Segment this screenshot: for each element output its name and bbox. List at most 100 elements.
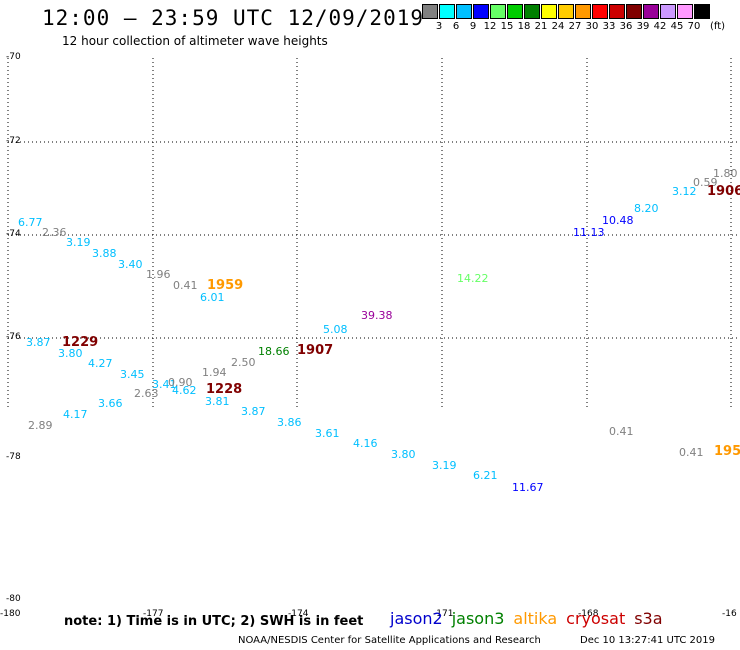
wave-height-label: 3.87 [26, 336, 51, 349]
color-swatch [524, 4, 540, 19]
wave-height-label: 5.08 [323, 323, 348, 336]
wave-height-label: 3.88 [92, 247, 117, 260]
lat-label: -70 [6, 52, 21, 62]
color-swatch [694, 4, 710, 19]
footer-timestamp: Dec 10 13:27:41 UTC 2019 [580, 635, 715, 646]
footer-note: note: 1) Time is in UTC; 2) SWH is in fe… [64, 614, 364, 629]
map-subtitle: 12 hour collection of altimeter wave hei… [62, 34, 328, 48]
color-scale-label: 6 [452, 21, 460, 32]
footer-credit: NOAA/NESDIS Center for Satellite Applica… [238, 635, 541, 646]
color-swatch [677, 4, 693, 19]
wave-height-label: 3.81 [205, 395, 230, 408]
wave-height-label: 3.19 [432, 459, 457, 472]
pass-time-label: 1906 [707, 184, 740, 199]
color-swatch [473, 4, 489, 19]
lat-label: -72 [6, 136, 21, 146]
satellite-legend: jason2 jason3 altika cryosat s3a [390, 609, 672, 628]
wave-height-label: 0.59 [693, 176, 718, 189]
wave-height-label: 0.90 [168, 376, 193, 389]
wave-height-label: 1.96 [146, 268, 171, 281]
wave-height-label: 3.45 [120, 368, 145, 381]
wave-height-label: 3.80 [58, 347, 83, 360]
color-swatch [660, 4, 676, 19]
color-swatch [439, 4, 455, 19]
color-scale-label: 3 [435, 21, 443, 32]
color-swatch [541, 4, 557, 19]
color-scale-label: 9 [469, 21, 477, 32]
wave-height-label: 39.38 [361, 309, 393, 322]
color-scale-label: 42 [653, 21, 667, 32]
wave-height-label: 2.36 [42, 226, 67, 239]
lat-label: -80 [6, 594, 21, 604]
lon-label: -168 [578, 609, 599, 619]
lon-label: -180 [0, 609, 21, 619]
color-scale-label: 33 [602, 21, 616, 32]
lat-label: -78 [6, 452, 21, 462]
legend-s3a: s3a [634, 609, 663, 628]
wave-height-label: 2.89 [28, 419, 53, 432]
color-scale-label: 70 [687, 21, 701, 32]
wave-height-label: 0.41 [679, 446, 704, 459]
color-scale-label: 36 [619, 21, 633, 32]
wave-height-label: 3.66 [98, 397, 123, 410]
wave-height-label: 4.17 [63, 408, 88, 421]
wave-height-label: 4.62 [172, 384, 197, 397]
color-scale-label: 18 [517, 21, 531, 32]
color-scale-label: 24 [551, 21, 565, 32]
wave-height-label: 2.50 [231, 356, 256, 369]
legend-cryosat: cryosat [566, 609, 626, 628]
wave-height-label: 6.77 [18, 216, 43, 229]
color-scale-unit: (ft) [710, 21, 726, 32]
map-title: 12:00 – 23:59 UTC 12/09/2019 [42, 6, 425, 30]
lon-label: -177 [143, 609, 164, 619]
color-swatch [422, 4, 438, 19]
wave-height-label: 3.40 [118, 258, 143, 271]
wave-height-label: 3.12 [672, 185, 697, 198]
wave-height-label: 0.41 [173, 279, 198, 292]
wave-height-label: 1.80 [713, 167, 738, 180]
lon-label: -16 [722, 609, 737, 619]
color-scale-label: 27 [568, 21, 582, 32]
color-scale [422, 4, 711, 19]
color-scale-labels: 3 6 9 12 15 18 21 24 27 30 33 36 39 42 45 70 [422, 21, 740, 35]
color-scale-label: 30 [585, 21, 599, 32]
lon-label: -174 [288, 609, 309, 619]
lat-label: -74 [6, 229, 21, 239]
lat-label: -76 [6, 332, 21, 342]
wave-height-label: 10.48 [602, 214, 634, 227]
color-swatch [609, 4, 625, 19]
wave-height-label: 3.41 [152, 378, 177, 391]
wave-height-label: 6.21 [473, 469, 498, 482]
legend-altika: altika [513, 609, 558, 628]
wave-height-label: 0.41 [609, 425, 634, 438]
color-scale-label: 39 [636, 21, 650, 32]
wave-height-label: 11.67 [512, 481, 544, 494]
wave-height-label: 3.61 [315, 427, 340, 440]
wave-height-label: 18.66 [258, 345, 290, 358]
pass-time-label: 1229 [62, 335, 99, 350]
wave-height-label: 3.19 [66, 236, 91, 249]
color-swatch [507, 4, 523, 19]
wave-height-label: 4.16 [353, 437, 378, 450]
legend-jason3: jason3 [451, 609, 505, 628]
color-swatch [575, 4, 591, 19]
color-swatch [456, 4, 472, 19]
color-swatch [490, 4, 506, 19]
wave-height-label: 3.87 [241, 405, 266, 418]
wave-height-label: 3.86 [277, 416, 302, 429]
color-scale-label: 12 [483, 21, 497, 32]
wave-height-label: 1.94 [202, 366, 227, 379]
wave-height-label: 14.22 [457, 272, 489, 285]
color-swatch [558, 4, 574, 19]
wave-height-label: 11.13 [573, 226, 605, 239]
color-scale-label: 45 [670, 21, 684, 32]
color-scale-label: 21 [534, 21, 548, 32]
pass-time-label: 1907 [297, 343, 334, 358]
wave-height-label: 3.80 [391, 448, 416, 461]
wave-height-label: 4.27 [88, 357, 113, 370]
color-swatch [626, 4, 642, 19]
wave-height-label: 2.63 [134, 387, 159, 400]
color-swatch [592, 4, 608, 19]
color-scale-label: 15 [500, 21, 514, 32]
